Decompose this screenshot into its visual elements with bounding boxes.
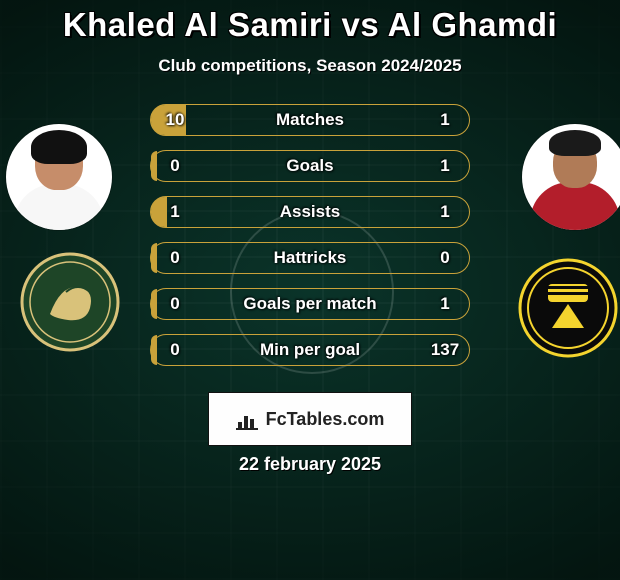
comparison-subtitle: Club competitions, Season 2024/2025 — [0, 56, 620, 76]
stat-row: 0Goals1 — [150, 150, 470, 182]
stat-row: 0Goals per match1 — [150, 288, 470, 320]
watermark-text: FcTables.com — [266, 409, 385, 430]
fctables-icon — [236, 408, 260, 430]
stat-row: 0Hattricks0 — [150, 242, 470, 274]
stat-label: Goals per match — [199, 294, 421, 314]
stat-right-value: 1 — [421, 110, 469, 130]
stat-row: 1Assists1 — [150, 196, 470, 228]
stat-label: Goals — [199, 156, 421, 176]
stat-right-value: 137 — [421, 340, 469, 360]
stat-left-value: 10 — [151, 110, 199, 130]
stat-label: Assists — [199, 202, 421, 222]
snapshot-date: 22 february 2025 — [0, 454, 620, 475]
club-left-crest — [20, 252, 120, 352]
stat-label: Min per goal — [199, 340, 421, 360]
stat-left-value: 1 — [151, 202, 199, 222]
stat-right-value: 1 — [421, 294, 469, 314]
player-right-portrait — [522, 124, 620, 230]
watermark-badge: FcTables.com — [208, 392, 412, 446]
stat-left-value: 0 — [151, 340, 199, 360]
stat-left-value: 0 — [151, 248, 199, 268]
club-right-crest — [518, 258, 618, 358]
player-left-portrait — [6, 124, 112, 230]
stat-label: Matches — [199, 110, 421, 130]
comparison-title: Khaled Al Samiri vs Al Ghamdi — [0, 0, 620, 44]
stat-left-value: 0 — [151, 294, 199, 314]
stat-left-value: 0 — [151, 156, 199, 176]
stat-row: 0Min per goal137 — [150, 334, 470, 366]
stat-right-value: 0 — [421, 248, 469, 268]
stat-label: Hattricks — [199, 248, 421, 268]
stat-row: 10Matches1 — [150, 104, 470, 136]
stat-right-value: 1 — [421, 202, 469, 222]
stat-right-value: 1 — [421, 156, 469, 176]
